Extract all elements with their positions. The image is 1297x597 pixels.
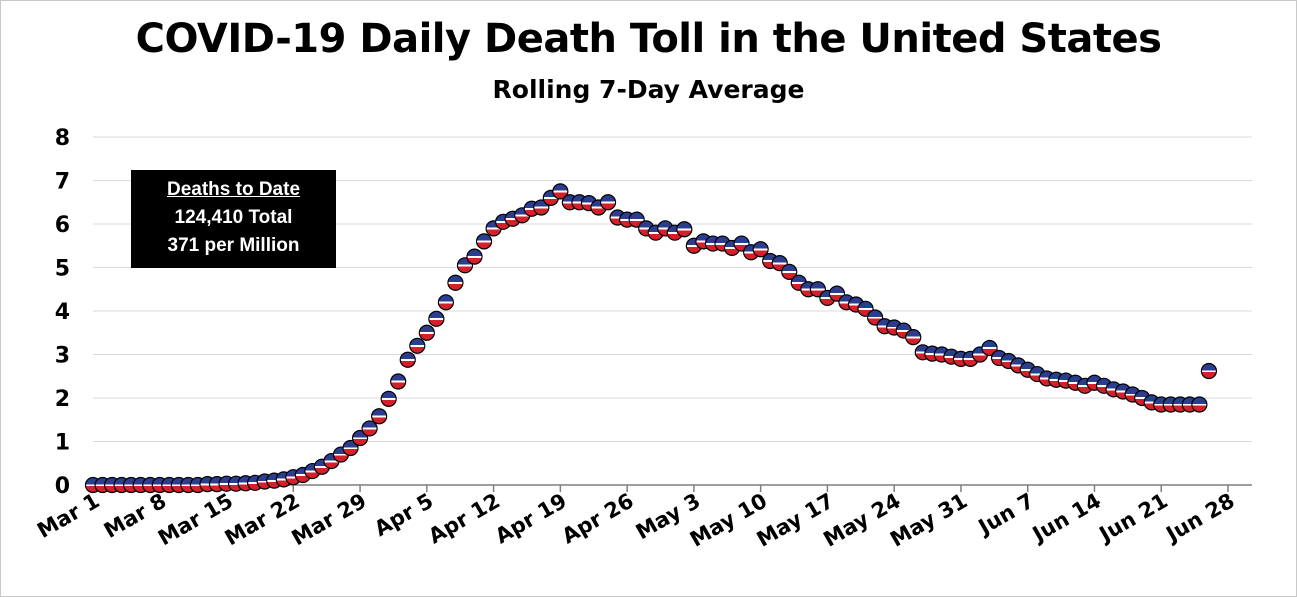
data-point bbox=[380, 390, 397, 407]
data-point bbox=[466, 248, 483, 265]
data-point bbox=[342, 439, 359, 457]
chart-title: COVID-19 Daily Death Toll in the United … bbox=[135, 16, 1162, 62]
x-tick-label: Mar 22 bbox=[221, 489, 304, 551]
x-tick-label: Apr 26 bbox=[558, 489, 638, 549]
y-tick-label-6: 6 bbox=[55, 213, 70, 238]
y-tick-label-8: 8 bbox=[55, 126, 70, 151]
data-point bbox=[399, 351, 416, 368]
infobox-heading: Deaths to Date bbox=[166, 179, 301, 200]
deaths-to-date-box: Deaths to Date 124,410 Total 371 per Mil… bbox=[131, 170, 336, 268]
data-point bbox=[351, 429, 369, 447]
data-point bbox=[533, 199, 550, 216]
x-tick-label: Mar 15 bbox=[154, 489, 237, 551]
x-tick-label: Apr 19 bbox=[491, 489, 571, 549]
data-point bbox=[409, 337, 426, 354]
data-point bbox=[447, 274, 464, 291]
data-point bbox=[371, 408, 388, 425]
data-point bbox=[1200, 362, 1218, 380]
data-point bbox=[599, 194, 617, 211]
data-point bbox=[781, 263, 798, 280]
x-tick-label: Jun 28 bbox=[1160, 489, 1238, 548]
data-point bbox=[676, 221, 693, 238]
infobox-total: 124,410 Total bbox=[174, 207, 293, 228]
x-tick-label: Mar 29 bbox=[288, 489, 371, 551]
data-point bbox=[428, 310, 445, 327]
data-point bbox=[905, 329, 922, 346]
infobox-per-million: 371 per Million bbox=[167, 235, 300, 256]
y-tick-label-0: 0 bbox=[55, 474, 70, 499]
y-tick-label-4: 4 bbox=[55, 300, 70, 325]
data-point bbox=[752, 241, 769, 258]
y-tick-label-5: 5 bbox=[55, 257, 70, 282]
x-tick-label: Apr 12 bbox=[424, 489, 504, 549]
y-tick-label-3: 3 bbox=[55, 344, 70, 369]
data-point bbox=[1191, 396, 1208, 413]
x-tick-label: May 31 bbox=[886, 489, 971, 552]
y-tick-label-1: 1 bbox=[55, 431, 70, 456]
x-tick-label: Jun 14 bbox=[1027, 489, 1105, 548]
y-tick-label-2: 2 bbox=[55, 387, 70, 412]
data-point bbox=[390, 373, 407, 390]
data-point bbox=[418, 324, 435, 341]
data-point bbox=[437, 294, 454, 311]
data-point bbox=[475, 233, 493, 250]
data-point bbox=[552, 183, 569, 200]
x-tick-label: Jun 21 bbox=[1094, 489, 1172, 548]
chart-subtitle: Rolling 7-Day Average bbox=[492, 75, 805, 104]
y-tick-label-7: 7 bbox=[55, 170, 70, 195]
data-point bbox=[981, 339, 998, 357]
data-point bbox=[361, 420, 378, 437]
x-tick-label: Jun 7 bbox=[973, 489, 1038, 541]
